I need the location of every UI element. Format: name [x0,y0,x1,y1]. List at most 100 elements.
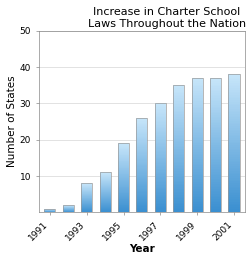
Bar [155,201,166,203]
Bar [136,138,147,139]
Bar [118,186,129,187]
Bar [136,118,147,212]
Bar [210,180,221,182]
Bar [136,151,147,152]
Bar [210,113,221,115]
Bar [173,101,184,103]
Bar [210,96,221,98]
Bar [210,132,221,133]
Bar [118,150,129,151]
Bar [192,113,203,115]
Bar [155,189,166,191]
Bar [118,155,129,156]
Bar [192,142,203,144]
Bar [210,202,221,204]
Bar [173,99,184,101]
Bar [173,136,184,138]
Bar [192,165,203,167]
Bar [155,199,166,200]
Bar [155,197,166,199]
Bar [100,183,111,184]
Bar [81,203,92,204]
Bar [136,163,147,164]
Bar [173,198,184,200]
Bar [192,191,203,192]
Bar [210,118,221,120]
Bar [136,206,147,208]
Bar [155,195,166,196]
Bar [192,195,203,197]
Bar [81,189,92,190]
Bar [118,180,129,181]
Bar [173,204,184,206]
Bar [136,196,147,197]
Bar [136,172,147,173]
Bar [210,165,221,167]
Bar [210,123,221,125]
Bar [192,206,203,207]
Bar [155,133,166,135]
Bar [155,192,166,193]
Bar [136,131,147,132]
Bar [155,204,166,206]
Bar [229,124,240,126]
Bar [155,181,166,182]
Bar [192,118,203,120]
Bar [229,168,240,169]
Bar [173,149,184,150]
Bar [192,160,203,162]
Bar [81,202,92,203]
Bar [229,123,240,124]
Bar [118,210,129,211]
Bar [192,127,203,128]
Bar [229,142,240,143]
Bar [229,190,240,192]
Bar [210,184,221,186]
Bar [136,166,147,168]
Bar [229,85,240,86]
Bar [118,151,129,152]
Bar [100,194,111,195]
Bar [229,97,240,98]
Bar [118,181,129,182]
Bar [173,165,184,166]
Bar [100,178,111,179]
Bar [118,188,129,189]
Bar [192,172,203,174]
Bar [173,139,184,141]
Bar [100,195,111,196]
Bar [136,152,147,153]
Bar [229,149,240,150]
Bar [100,205,111,206]
Bar [192,169,203,170]
Bar [210,120,221,122]
Bar [136,203,147,204]
Bar [81,208,92,209]
Bar [210,138,221,140]
Bar [192,152,203,153]
Bar [100,199,111,200]
Bar [100,197,111,198]
Bar [192,117,203,118]
Bar [155,170,166,171]
Bar [210,111,221,113]
Bar [210,207,221,209]
Bar [136,193,147,195]
Bar [136,127,147,129]
Bar [136,121,147,123]
Bar [173,158,184,160]
Bar [173,96,184,98]
Bar [210,149,221,150]
Bar [173,120,184,122]
Bar [100,182,111,183]
Bar [229,128,240,129]
Bar [192,204,203,206]
Bar [136,129,147,130]
Bar [155,162,166,163]
Bar [210,130,221,132]
Bar [229,74,240,76]
Bar [155,105,166,106]
Bar [136,153,147,155]
Bar [100,189,111,190]
Bar [210,93,221,95]
